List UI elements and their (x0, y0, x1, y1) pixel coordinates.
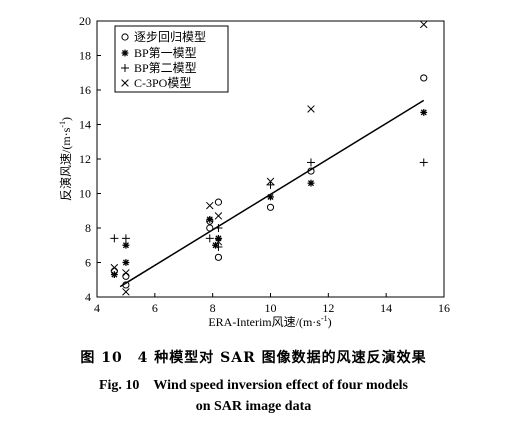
marker-circle-shape (420, 74, 428, 82)
x-tick-label: 12 (322, 301, 334, 315)
legend-symbol (121, 33, 129, 41)
y-tick-label: 12 (79, 152, 91, 166)
legend-label-bp1: BP第一模型 (134, 46, 197, 60)
y-tick-label: 8 (85, 221, 91, 235)
x-tick-label: 4 (94, 301, 100, 315)
x-tick-label: 6 (152, 301, 158, 315)
y-axis-label-close: ) (59, 117, 73, 121)
data-point-x (214, 238, 223, 246)
legend-label-c3po: C-3PO模型 (134, 76, 191, 90)
marker-x-b (214, 238, 223, 246)
legend-marker-plus (121, 64, 129, 72)
y-tick-label: 4 (85, 290, 91, 304)
data-point-plus (266, 180, 275, 189)
data-point-asterisk (215, 234, 222, 242)
figure-caption-en-line2: on SAR image data (195, 399, 312, 414)
marker-circle-shape (121, 33, 129, 41)
plot-area-frame (96, 20, 445, 298)
data-point-plus (214, 242, 223, 251)
marker-x-b (214, 212, 223, 220)
x-axis-label-close: ) (328, 315, 332, 329)
x-tick-label: 10 (265, 301, 277, 315)
marker-circle-shape (122, 272, 130, 280)
data-point-circle (266, 203, 275, 211)
data-point-asterisk (420, 109, 428, 116)
legend-label-bp2: BP第二模型 (134, 61, 197, 75)
x-axis-label-sup: -1 (321, 314, 328, 323)
data-point-plus (306, 158, 315, 167)
marker-asterisk-d2 (267, 193, 274, 200)
data-point-x (420, 20, 428, 29)
marker-asterisk-d2 (122, 259, 129, 266)
data-point-asterisk (122, 259, 130, 266)
figure-caption-en-line1: Fig. 10 Wind speed inversion effect of f… (98, 378, 409, 393)
y-tick-label: 10 (79, 187, 91, 201)
marker-x-b (121, 79, 129, 87)
marker-circle-shape (266, 203, 275, 211)
y-tick-label: 16 (79, 83, 91, 97)
marker-asterisk-d2 (307, 180, 314, 187)
legend-marker-asterisk (121, 49, 129, 57)
data-point-asterisk (307, 179, 315, 187)
data-point-plus (110, 234, 119, 243)
marker-circle-shape (214, 253, 223, 261)
data-point-x (122, 269, 130, 277)
data-point-plus (419, 158, 428, 167)
regression-fit-line (119, 99, 425, 288)
marker-x-b (122, 269, 130, 277)
y-tick-label: 20 (79, 14, 91, 28)
data-point-x (307, 105, 315, 113)
marker-asterisk-d2 (121, 49, 129, 57)
marker-x-b (122, 288, 130, 296)
data-point-plus (205, 234, 214, 243)
data-point-x (110, 263, 119, 272)
x-axis-label-main: ERA-Interim风速/(m·s (208, 315, 321, 329)
data-point-x (122, 288, 130, 296)
y-axis-label-main: 反演风速/(m·s (58, 127, 73, 201)
legend-marker-x (121, 79, 129, 87)
figure-caption-zh: 图 10 4 种模型对 SAR 图像数据的风速反演效果 (80, 350, 427, 366)
marker-circle-shape (214, 198, 223, 206)
marker-x-b (420, 20, 428, 29)
y-tick-label: 14 (79, 118, 91, 132)
x-tick-label: 14 (380, 301, 392, 315)
y-axis-label-sup: -1 (58, 121, 67, 128)
data-point-plus (121, 234, 130, 243)
marker-x-b (307, 105, 315, 113)
data-point-asterisk (206, 215, 214, 223)
data-point-x (214, 212, 223, 220)
marker-asterisk-d2 (420, 109, 427, 116)
y-tick-label: 6 (85, 256, 91, 270)
data-point-asterisk (110, 271, 118, 278)
data-point-x (266, 177, 275, 186)
x-axis-label: ERA-Interim风速/(m·s-1) (208, 314, 331, 329)
legend-symbol (121, 64, 129, 72)
data-points (110, 20, 428, 296)
legend-box (114, 25, 229, 93)
x-tick-label: 8 (210, 301, 216, 315)
y-axis-label: 反演风速/(m·s-1) (58, 117, 73, 201)
y-tick-label: 18 (79, 49, 91, 63)
marker-x-b (110, 263, 119, 272)
marker-asterisk-d2 (206, 216, 213, 223)
legend-symbol (121, 79, 129, 87)
data-point-circle (122, 272, 130, 280)
marker-asterisk-d2 (111, 271, 118, 278)
marker-x-b (266, 177, 275, 186)
marker-asterisk-d2 (122, 242, 129, 249)
x-tick-label: 16 (438, 301, 450, 315)
data-point-x (206, 201, 214, 210)
marker-x-b (206, 201, 214, 210)
data-point-circle (420, 74, 428, 82)
data-point-circle (214, 198, 223, 206)
legend-label-stepwise: 逐步回归模型 (134, 30, 206, 44)
data-point-asterisk (122, 241, 130, 249)
data-point-circle (214, 253, 223, 261)
legend: 逐步回归模型 BP第一模型 BP第二模型 C-3PO模型 (114, 25, 229, 93)
legend-symbol (121, 49, 129, 57)
legend-marker-circle (121, 33, 129, 41)
